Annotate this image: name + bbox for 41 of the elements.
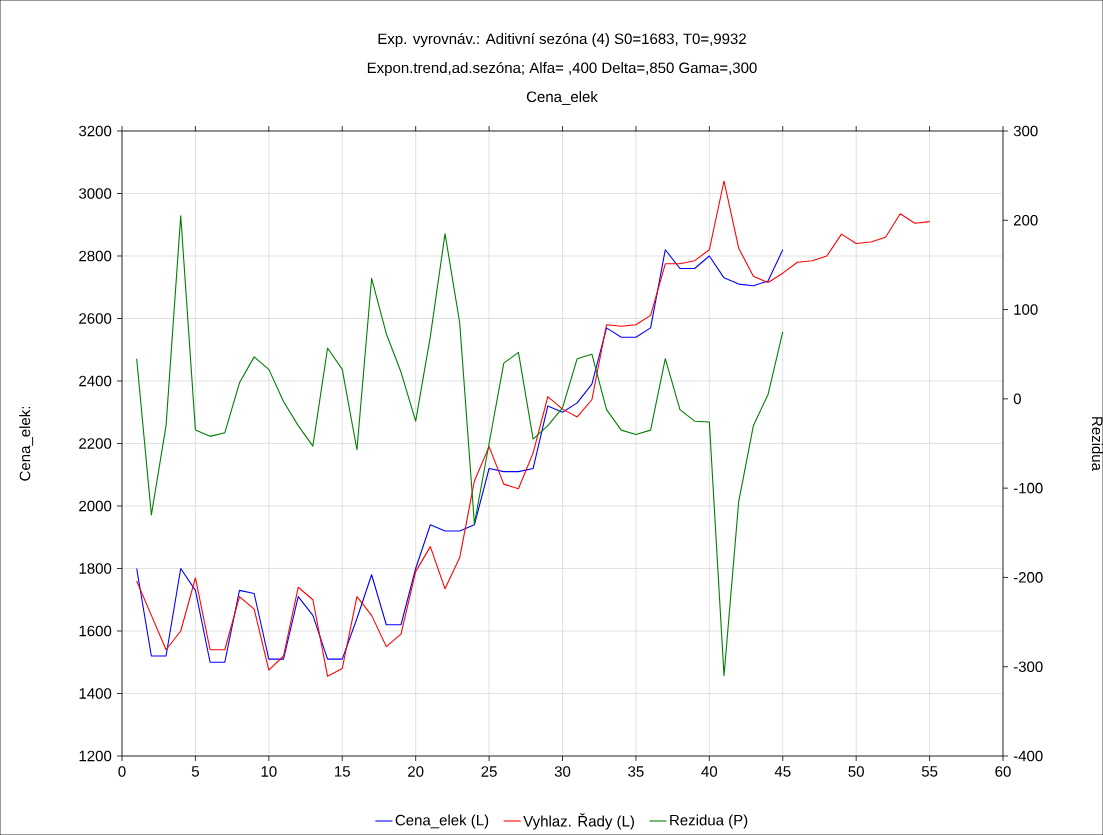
y2-tick-label: -200 bbox=[1013, 572, 1043, 583]
y-tick-label: 2600 bbox=[79, 313, 112, 324]
x-tick-label: 0 bbox=[118, 766, 126, 777]
x-tick-label: 10 bbox=[261, 766, 277, 777]
x-tick-label: 5 bbox=[191, 766, 199, 777]
x-tick-label: 50 bbox=[848, 766, 864, 777]
text: Cena_elek bbox=[526, 91, 598, 105]
y2-tick-label: -300 bbox=[1013, 661, 1043, 673]
y-tick-label: 2800 bbox=[79, 250, 112, 262]
y-tick-label: 1400 bbox=[79, 688, 112, 699]
legend-label: Vyhlaz. Řady (L) bbox=[523, 813, 634, 830]
x-tick-label: 20 bbox=[408, 766, 424, 777]
y2-tick-label: -100 bbox=[1013, 482, 1043, 494]
x-tick-label: 40 bbox=[701, 766, 718, 777]
y-tick-label: 2200 bbox=[79, 438, 112, 449]
y-tick-label: 1600 bbox=[79, 625, 112, 637]
y2-axis-title: Rezidua bbox=[1091, 417, 1103, 472]
y-tick-label: 1800 bbox=[79, 563, 112, 574]
x-tick-label: 25 bbox=[481, 766, 497, 777]
x-tick-label: 45 bbox=[774, 766, 791, 777]
chart-title: Exp. vyrovnáv.: Aditivní sezóna (4) S0=1683, T0=,9932 bbox=[378, 32, 746, 48]
x-tick-label: 30 bbox=[554, 766, 571, 777]
y2-tick-label: 300 bbox=[1013, 125, 1038, 137]
chart-subtitle: Expon.trend,ad.sezóna; Alfa= ,400 Delta=,850 Gama=,300 bbox=[367, 61, 757, 77]
line-series bbox=[136, 180, 931, 677]
y2-tick-label: 0 bbox=[1013, 393, 1021, 405]
y2-tick-label: -400 bbox=[1013, 750, 1043, 762]
y-tick-label: 2400 bbox=[79, 375, 112, 387]
x-tick-label: 60 bbox=[995, 766, 1011, 777]
x-tick-label: 35 bbox=[628, 766, 644, 777]
y-tick-label: 1200 bbox=[79, 750, 112, 762]
y-tick-label: 2000 bbox=[79, 500, 112, 512]
legend-label: Rezidua (P) bbox=[670, 814, 748, 829]
y-tick-label: 3200 bbox=[79, 125, 112, 137]
x-tick-label: 15 bbox=[335, 766, 350, 777]
y-tick-label: 3000 bbox=[79, 188, 112, 199]
y-axis-title: Cena_elek: bbox=[19, 406, 34, 481]
legend-label: Cena_elek (L) bbox=[395, 814, 489, 829]
x-tick-label: 55 bbox=[921, 766, 938, 777]
y2-tick-label: 200 bbox=[1013, 214, 1038, 226]
y2-tick-label: 100 bbox=[1014, 304, 1038, 315]
